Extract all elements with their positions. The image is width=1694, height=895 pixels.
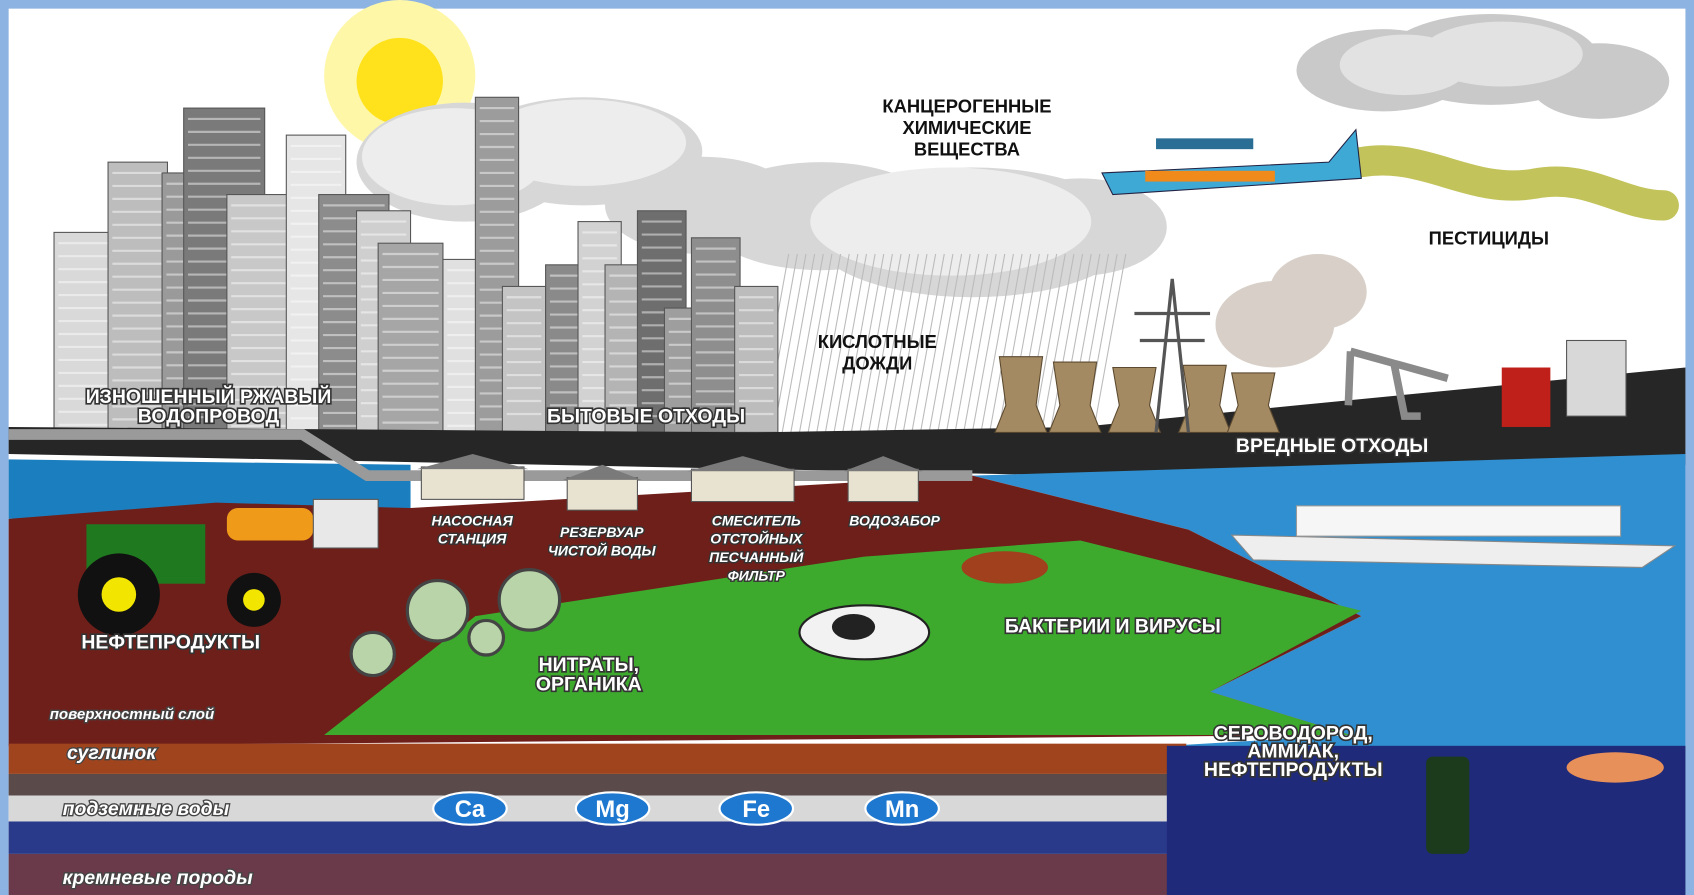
page: Ca Mg Fe Mn поверхностный слой суглинок подзем… xyxy=(0,0,1694,895)
fish xyxy=(1567,752,1664,782)
label-household-waste: БЫТОВЫЕ ОТХОДЫ xyxy=(547,406,745,428)
house xyxy=(848,469,918,501)
ion-label: Ca xyxy=(455,796,486,823)
label-pump-station: СТАНЦИЯ xyxy=(438,531,507,547)
tractor-hub xyxy=(102,577,137,612)
building xyxy=(502,286,545,432)
tractor-hub xyxy=(243,589,265,611)
truck-cab xyxy=(313,499,378,548)
label-carcinogens: ВЕЩЕСТВА xyxy=(914,139,1020,160)
canister xyxy=(1567,340,1626,416)
deep-layer xyxy=(9,821,1187,853)
house xyxy=(567,478,637,510)
label-carcinogens: КАНЦЕРОГЕННЫЕ xyxy=(882,95,1051,116)
loam-layer xyxy=(9,744,1187,774)
ion-label: Mg xyxy=(595,796,629,823)
label-worn-pipe: ИЗНОШЕННЫЙ РЖАВЫЙ xyxy=(86,384,332,408)
layer-label: кремневые породы xyxy=(63,867,253,889)
label-carcinogens: ХИМИЧЕСКИЕ xyxy=(902,117,1031,138)
ship-deck xyxy=(1296,506,1620,536)
cow-spot xyxy=(832,614,875,640)
cabbage xyxy=(407,580,468,641)
building xyxy=(378,243,443,432)
truck-tank xyxy=(227,508,313,540)
label-intake: ВОДОЗАБОР xyxy=(849,512,940,528)
label-worn-pipe: ВОДОПРОВОД xyxy=(138,406,280,428)
ion-label: Mn xyxy=(885,796,919,823)
layer-label: подземные воды xyxy=(63,798,230,820)
canister xyxy=(1502,368,1551,427)
layer-label: поверхностный слой xyxy=(50,706,215,723)
label-oil-products: НЕФТЕПРОДУКТЫ xyxy=(81,632,260,654)
label-mixer: ОТСТОЙНЫХ xyxy=(710,530,804,547)
label-mixer: СМЕСИТЕЛЬ xyxy=(712,512,801,528)
label-pump-station: НАСОСНАЯ xyxy=(432,512,514,528)
cloud xyxy=(1421,22,1583,87)
scene: Ca Mg Fe Mn поверхностный слой суглинок подзем… xyxy=(9,0,1686,895)
label-acid-rain: КИСЛОТНЫЕ xyxy=(818,331,937,352)
label-pesticides: ПЕСТИЦИДЫ xyxy=(1429,227,1549,248)
label-bacteria: БАКТЕРИИ И ВИРУСЫ xyxy=(1005,615,1221,637)
label-harmful-waste: ВРЕДНЫЕ ОТХОДЫ xyxy=(1236,435,1428,457)
cabbage xyxy=(351,632,394,675)
layer-label: суглинок xyxy=(67,742,157,764)
label-nitrates: ОРГАНИКА xyxy=(536,674,642,696)
label-reservoir: РЕЗЕРВУАР xyxy=(560,524,644,540)
illustration: Ca Mg Fe Mn поверхностный слой суглинок подзем… xyxy=(0,0,1694,895)
label-reservoir: ЧИСТОЙ ВОДЫ xyxy=(548,542,657,559)
rock-layer xyxy=(9,774,1187,796)
label-mixer: ФИЛЬТР xyxy=(728,567,786,583)
cloud xyxy=(1269,254,1366,330)
cabbage xyxy=(469,620,504,655)
plane-stripe xyxy=(1145,171,1275,182)
cabbage xyxy=(499,570,560,631)
ion-label: Fe xyxy=(742,796,770,823)
label-mixer: ПЕСЧАННЫЙ xyxy=(709,548,804,565)
house xyxy=(691,469,794,501)
plane-wing xyxy=(1156,138,1253,149)
label-acid-rain: ДОЖДИ xyxy=(842,353,912,374)
label-hydrogen-sulfide: НЕФТЕПРОДУКТЫ xyxy=(1204,759,1383,781)
house xyxy=(421,467,524,499)
bottle xyxy=(1426,757,1469,854)
cloud xyxy=(810,168,1091,276)
horse xyxy=(962,551,1048,583)
